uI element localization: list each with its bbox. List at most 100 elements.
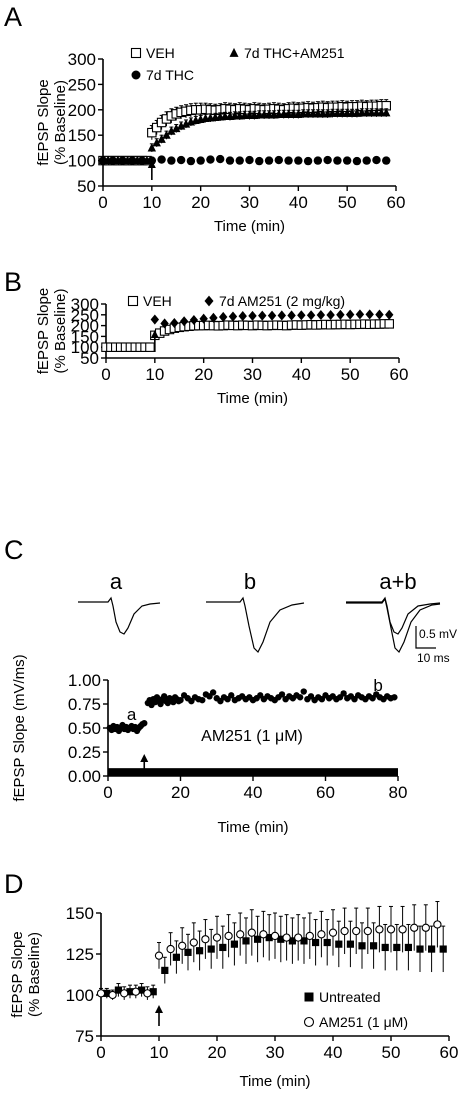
x-tick-label: 10 bbox=[145, 365, 164, 384]
data-point bbox=[176, 155, 186, 165]
data-point bbox=[340, 690, 347, 697]
data-point bbox=[126, 988, 134, 996]
data-point bbox=[284, 156, 293, 165]
data-point bbox=[335, 940, 343, 948]
data-point bbox=[242, 937, 250, 945]
data-point bbox=[157, 155, 166, 164]
time-point-label-a: a bbox=[127, 705, 137, 724]
data-point bbox=[370, 942, 378, 950]
data-point bbox=[238, 311, 247, 322]
x-tick-label: 20 bbox=[208, 1043, 227, 1062]
data-point bbox=[216, 154, 225, 164]
data-point bbox=[196, 947, 204, 955]
series-1 bbox=[101, 319, 394, 352]
data-point bbox=[323, 155, 332, 165]
data-point bbox=[157, 700, 164, 708]
time-point-label-b: b bbox=[373, 676, 382, 695]
y-tick-label: 150 bbox=[66, 904, 94, 923]
data-point bbox=[312, 938, 320, 947]
data-point bbox=[138, 986, 146, 994]
data-point bbox=[352, 156, 362, 166]
data-point bbox=[186, 156, 196, 166]
x-tick-label: 30 bbox=[240, 193, 259, 212]
x-tick-label: 80 bbox=[389, 783, 408, 802]
data-point bbox=[170, 317, 179, 329]
data-point bbox=[386, 925, 396, 934]
data-point bbox=[277, 935, 285, 943]
example-traces: a b a+b 0.5 mV 10 ms bbox=[78, 569, 457, 665]
legend-marker bbox=[130, 47, 142, 59]
data-point bbox=[316, 309, 326, 321]
x-axis-label: Time (min) bbox=[217, 390, 288, 407]
data-point bbox=[300, 937, 308, 945]
chart-a: 0 10 20 30 40 50 60 50 100 150 200 250 300 Time (min)… bbox=[35, 45, 405, 235]
y-tick-label: 200 bbox=[71, 317, 99, 336]
y-tick-label: 0.25 bbox=[68, 743, 101, 762]
legend-marker bbox=[127, 295, 139, 307]
legend-marker bbox=[204, 295, 214, 307]
series-1 bbox=[106, 688, 398, 735]
data-point bbox=[162, 130, 171, 139]
data-point bbox=[428, 945, 436, 953]
data-point bbox=[247, 928, 256, 937]
data-point bbox=[382, 108, 391, 117]
data-point bbox=[161, 966, 169, 974]
data-point bbox=[245, 155, 254, 165]
data-point bbox=[294, 156, 303, 165]
data-point bbox=[167, 126, 176, 135]
data-point bbox=[287, 310, 296, 321]
data-point bbox=[137, 156, 147, 165]
data-point bbox=[433, 920, 442, 929]
y-axis-label: (% Baseline) bbox=[52, 288, 69, 373]
panel-letter-d: D bbox=[4, 869, 24, 899]
x-tick-label: 60 bbox=[387, 193, 406, 212]
data-point bbox=[391, 694, 398, 701]
y-tick-label: 125 bbox=[66, 945, 94, 964]
y-tick-label: 0.75 bbox=[68, 695, 101, 714]
y-tick-label: 75 bbox=[75, 1027, 94, 1046]
data-point bbox=[184, 948, 192, 956]
data-point bbox=[154, 951, 164, 960]
series-2 bbox=[98, 108, 391, 165]
data-point bbox=[248, 310, 257, 321]
y-axis-label: (% Baseline) bbox=[52, 80, 69, 165]
data-point bbox=[255, 156, 264, 166]
x-tick-label: 40 bbox=[289, 193, 308, 212]
data-point bbox=[375, 925, 384, 934]
data-point bbox=[143, 989, 152, 998]
data-point bbox=[150, 314, 160, 325]
scale-label-ms: 10 ms bbox=[417, 651, 450, 665]
data-point bbox=[416, 945, 424, 953]
data-point bbox=[228, 311, 238, 322]
data-point bbox=[224, 931, 233, 941]
data-point bbox=[199, 313, 208, 324]
y-axis-label: fEPSP Slope bbox=[9, 931, 26, 1017]
x-tick-label: 40 bbox=[244, 783, 263, 802]
y-axis-label: fEPSP Slope (mV/ms) bbox=[11, 654, 28, 801]
y-tick-label: 200 bbox=[68, 101, 96, 120]
data-point bbox=[358, 942, 366, 950]
y-axis-label: fEPSP Slope bbox=[35, 79, 52, 165]
data-point bbox=[352, 926, 361, 936]
data-point bbox=[300, 688, 307, 695]
data-point bbox=[152, 137, 161, 147]
data-point bbox=[303, 156, 313, 166]
data-point bbox=[336, 309, 345, 320]
legend-label: 7d THC+AM251 bbox=[244, 45, 345, 61]
data-point bbox=[305, 931, 314, 941]
data-point bbox=[114, 986, 122, 994]
data-point bbox=[410, 923, 419, 932]
y-tick-label: 300 bbox=[68, 50, 96, 69]
x-tick-label: 0 bbox=[98, 193, 107, 212]
data-point bbox=[235, 156, 244, 165]
x-axis-label: Time (min) bbox=[214, 218, 285, 235]
legend-label: VEH bbox=[146, 45, 175, 61]
data-point bbox=[259, 930, 268, 939]
data-point bbox=[225, 156, 235, 165]
drug-bar bbox=[108, 768, 398, 777]
data-point bbox=[384, 319, 394, 329]
y-tick-label: 0.50 bbox=[68, 719, 101, 738]
data-point bbox=[209, 689, 217, 696]
